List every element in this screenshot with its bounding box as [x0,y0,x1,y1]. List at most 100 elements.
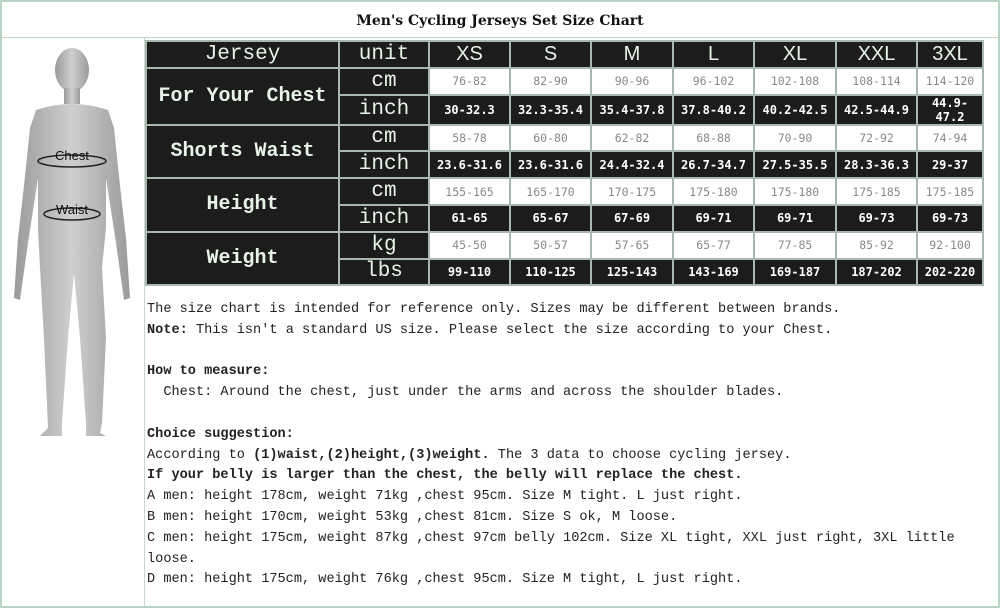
value-cell: 74-94 [916,123,984,153]
value-cell: 57-65 [590,230,674,260]
value-cell: 175-180 [672,177,755,206]
value-cell: 82-90 [509,66,592,96]
value-cell: 69-71 [753,203,837,233]
waist-label: Waist [56,202,88,217]
value-cell: 170-175 [590,177,674,206]
value-cell: 35.4-37.8 [590,93,674,126]
unit-cell: lbs [338,257,430,287]
unit-cell: inch [338,150,430,180]
size-chart-table: Jersey unit XS S M L XL XXL 3XL For Your Chest cm 7… [145,40,984,287]
header-cell: 3XL [916,40,984,69]
value-cell: 175-185 [835,177,918,206]
table-row: Shorts Waist cm 58-78 60-80 62-82 68-88 70-90 7… [145,123,984,180]
value-cell: 102-108 [753,66,837,96]
value-cell: 62-82 [590,123,674,153]
body-figure-panel: Chest Waist [2,38,145,606]
value-cell: 23.6-31.6 [509,150,592,180]
table-row: Height cm 155-165 165-170 170-175 175-180 175-… [145,177,984,233]
table-row: inch 61-65 65-67 67-69 69-71 69-71 69-73 69-73 [146,203,984,233]
example-c: C men: height 175cm, weight 87kg ,chest … [147,530,955,567]
header-cell: XS [428,40,511,69]
value-cell: 40.2-42.5 [753,93,837,126]
value-cell: 114-120 [916,66,984,96]
unit-cell: inch [338,203,430,233]
human-silhouette-icon: Chest Waist [14,48,130,436]
value-cell: 69-73 [916,203,984,233]
header-cell: unit [338,40,430,69]
value-cell: 155-165 [428,177,511,206]
table-row: inch 30-32.3 32.3-35.4 35.4-37.8 37.8-40.2 40… [146,93,984,126]
value-cell: 143-169 [672,257,755,287]
note-label: Note: [147,322,188,338]
unit-cell: cm [338,66,430,96]
value-cell: 99-110 [428,257,511,287]
note-text: This isn't a standard US size. Please se… [187,322,833,338]
notes: The size chart is intended for reference… [147,300,955,591]
value-cell: 44.9-47.2 [916,93,984,126]
how-to-measure-title: How to measure: [147,364,270,380]
example-a: A men: height 178cm, weight 71kg ,chest … [147,489,743,505]
table-row: For Your Chest cm 76-82 82-90 90-96 96-102 102… [145,66,984,126]
header-cell: S [509,40,592,69]
choice-suffix: The 3 data to choose cycling jersey. [489,447,792,463]
unit-cell: cm [338,123,430,153]
page-title: Men's Cycling Jerseys Set Size Chart [2,2,998,38]
value-cell: 96-102 [672,66,755,96]
value-cell: 76-82 [428,66,511,96]
value-cell: 92-100 [916,230,984,260]
value-cell: 32.3-35.4 [509,93,592,126]
example-d: D men: height 175cm, weight 76kg ,chest … [147,572,743,588]
value-cell: 187-202 [835,257,918,287]
choice-criteria: (1)waist,(2)height,(3)weight. [253,447,490,463]
value-cell: 175-185 [916,177,984,206]
disclaimer: The size chart is intended for reference… [147,302,841,317]
value-cell: 68-88 [672,123,755,153]
value-cell: 125-143 [590,257,674,287]
value-cell: 90-96 [590,66,674,96]
value-cell: 58-78 [428,123,511,153]
value-cell: 45-50 [428,230,511,260]
value-cell: 72-92 [835,123,918,153]
waist-line [43,207,101,221]
chest-label: Chest [55,148,89,163]
table-row: lbs 99-110 110-125 125-143 143-169 169-187 187… [146,257,984,287]
value-cell: 165-170 [509,177,592,206]
value-cell: 67-69 [590,203,674,233]
unit-cell: inch [338,93,430,126]
how-to-measure-chest: Chest: Around the chest, just under the … [147,385,784,401]
value-cell: 85-92 [835,230,918,260]
measure-label: Height [145,177,340,233]
value-cell: 175-180 [753,177,837,206]
header-cell: XL [753,40,837,69]
value-cell: 60-80 [509,123,592,153]
value-cell: 26.7-34.7 [672,150,755,180]
value-cell: 50-57 [509,230,592,260]
value-cell: 37.8-40.2 [672,93,755,126]
example-b: B men: height 170cm, weight 53kg ,chest … [147,509,678,525]
value-cell: 169-187 [753,257,837,287]
value-cell: 30-32.3 [428,93,511,126]
chest-line [37,154,107,168]
value-cell: 110-125 [509,257,592,287]
value-cell: 42.5-44.9 [835,93,918,126]
measure-label: Shorts Waist [145,123,340,180]
value-cell: 108-114 [835,66,918,96]
measure-label: For Your Chest [145,66,340,126]
choice-title: Choice suggestion: [147,426,294,442]
header-cell: XXL [835,40,918,69]
header-row: Jersey unit XS S M L XL XXL 3XL [145,40,984,69]
value-cell: 70-90 [753,123,837,153]
value-cell: 65-77 [672,230,755,260]
value-cell: 61-65 [428,203,511,233]
value-cell: 69-73 [835,203,918,233]
header-cell: M [590,40,674,69]
measure-label: Weight [145,230,340,287]
table-row: inch 23.6-31.6 23.6-31.6 24.4-32.4 26.7-34.7… [146,150,984,180]
value-cell: 29-37 [916,150,984,180]
unit-cell: kg [338,230,430,260]
value-cell: 28.3-36.3 [835,150,918,180]
value-cell: 24.4-32.4 [590,150,674,180]
header-cell: L [672,40,755,69]
value-cell: 69-71 [672,203,755,233]
